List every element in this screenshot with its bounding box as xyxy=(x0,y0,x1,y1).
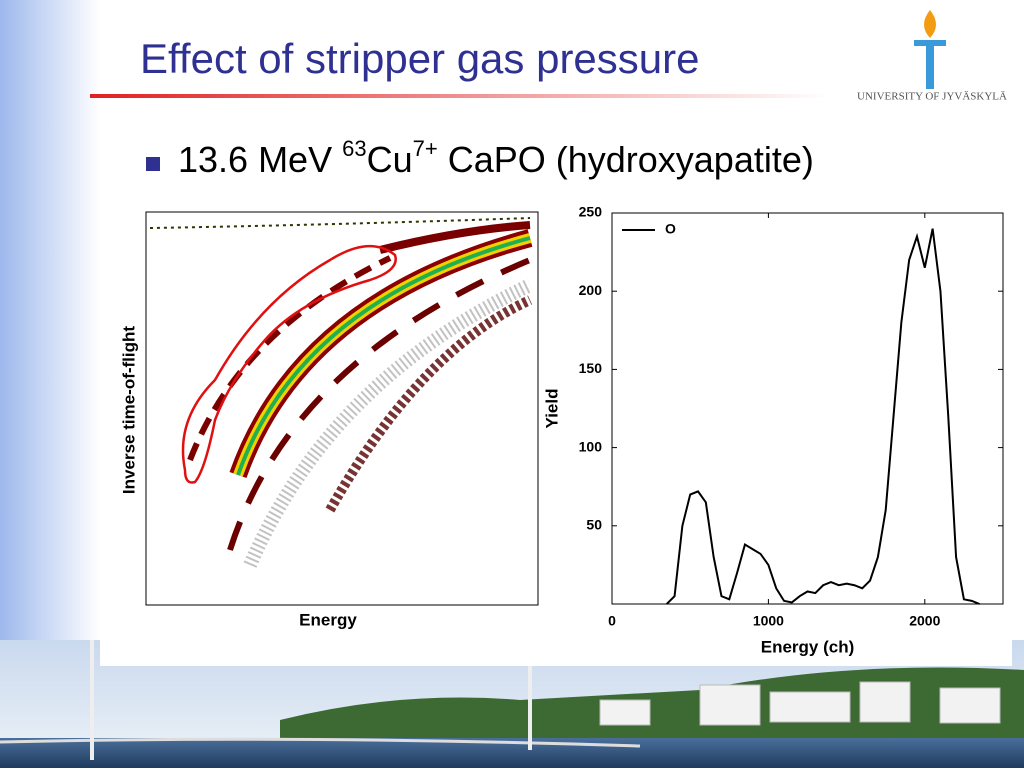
logo-text: UNIVERSITY OF JYVÄSKYLÄ xyxy=(857,91,1007,103)
bullet-marker xyxy=(146,157,160,171)
bullet-text: 13.6 MeV 63Cu7+ CaPO (hydroxyapatite) xyxy=(178,136,814,180)
gate-contour xyxy=(181,244,397,484)
bullet-part: CaPO (hydroxyapatite) xyxy=(438,139,814,180)
left-y-label: Inverse time-of-flight xyxy=(119,326,138,494)
y-tick-label: 200 xyxy=(579,282,603,298)
legend-label: O xyxy=(665,221,676,237)
bullet-sup: 63 xyxy=(342,136,366,161)
x-axis-label: Energy (ch) xyxy=(761,637,855,656)
left-x-label: Energy xyxy=(299,610,357,629)
series-line xyxy=(666,228,980,605)
y-tick-label: 250 xyxy=(579,204,603,220)
x-tick-label: 0 xyxy=(608,613,616,629)
line-chart: 50 100 150 200 250 0 1000 2000 Energy (ch) Yield O xyxy=(542,204,1004,656)
bullet-sup: 7+ xyxy=(413,136,438,161)
logo: UNIVERSITY OF JYVÄSKYLÄ xyxy=(857,10,1007,103)
y-axis-label: Yield xyxy=(542,389,561,429)
y-tick-label: 150 xyxy=(579,360,603,376)
slide-title: Effect of stripper gas pressure xyxy=(140,35,700,82)
x-tick-label: 2000 xyxy=(909,613,940,629)
y-tick-label: 50 xyxy=(586,517,602,533)
left-plot: Energy Inverse time-of-flight xyxy=(119,211,539,629)
bullet-part: 13.6 MeV xyxy=(178,139,342,180)
x-tick-label: 1000 xyxy=(753,613,784,629)
photo-bridge xyxy=(0,737,641,748)
y-tick-label: 100 xyxy=(579,438,603,454)
bullet-part: Cu xyxy=(367,139,413,180)
title-rule xyxy=(90,94,830,98)
plot-frame xyxy=(611,212,1004,605)
photo-buildings xyxy=(599,681,1001,726)
left-plot-frame xyxy=(145,211,539,606)
